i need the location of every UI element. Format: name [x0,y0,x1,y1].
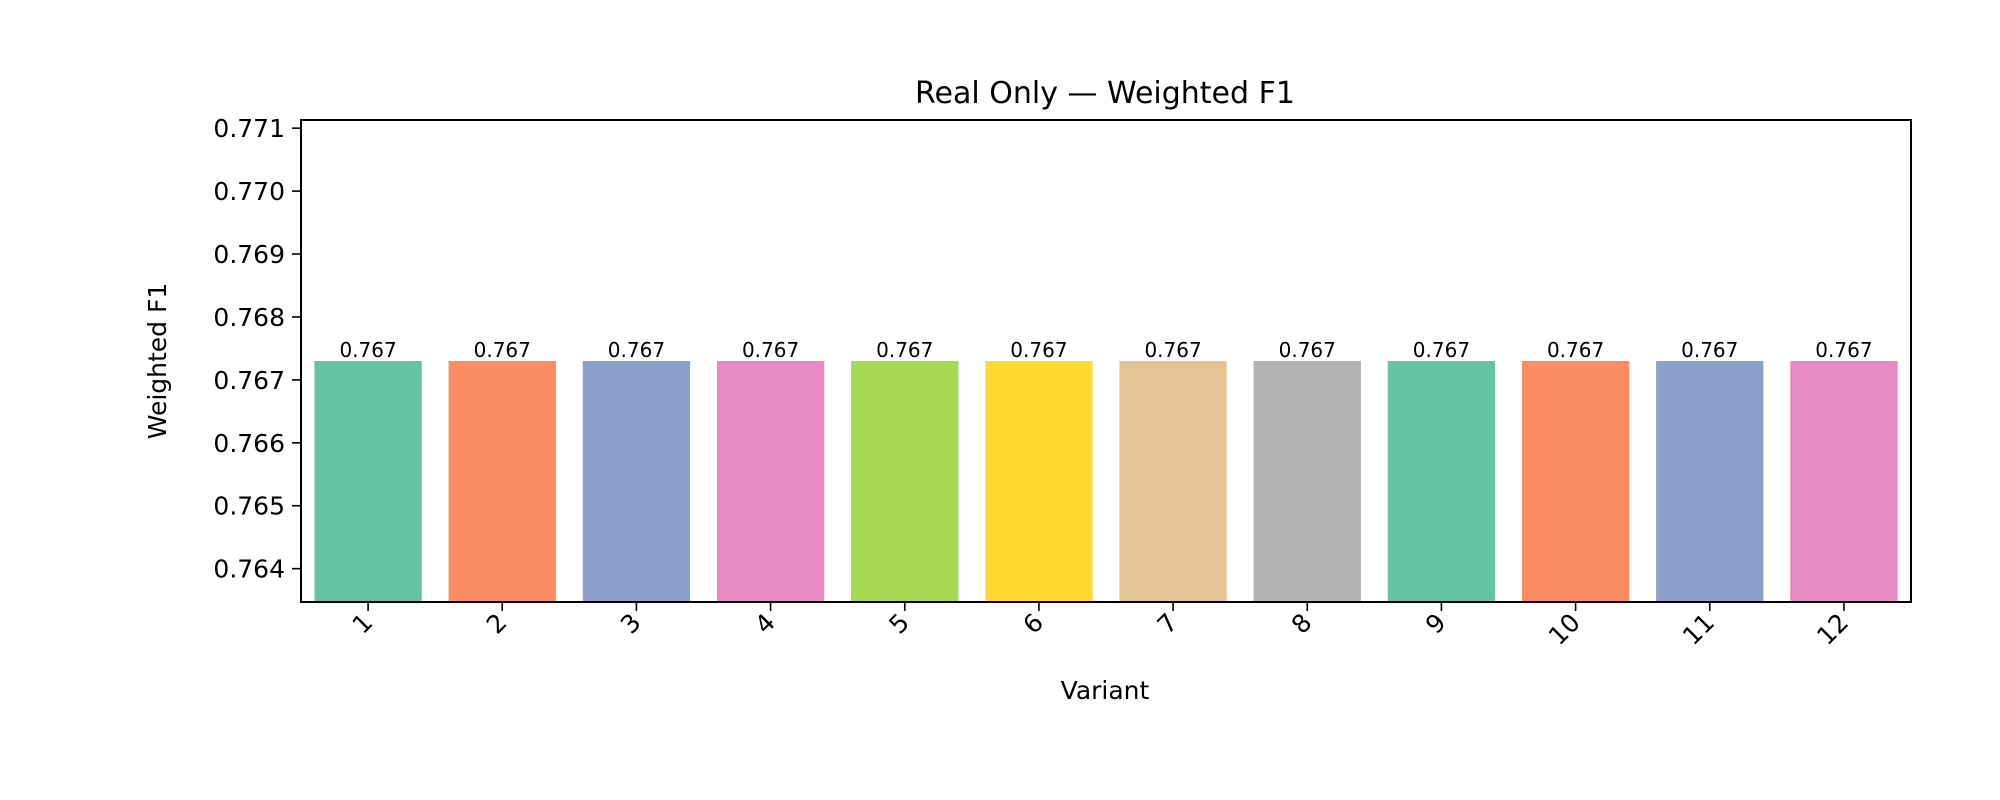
bar-value-label: 0.767 [608,338,665,362]
y-tick-label: 0.771 [213,114,285,143]
plot-area-frame [300,119,1912,603]
bar-3 [582,361,691,602]
bar-9 [1387,361,1496,602]
chart-title: Real Only — Weighted F1 [915,76,1295,111]
bar-5 [851,361,959,602]
bar-value-label: 0.767 [1010,338,1067,362]
x-tick-label: 8 [1286,608,1318,640]
y-tick-label: 0.765 [213,492,285,521]
x-axis: 1 2 3 4 5 6 7 8 9 10 11 12 [347,602,1854,651]
bar-value-label: 0.767 [876,338,933,362]
y-tick-label: 0.766 [213,429,285,458]
x-tick-label: 10 [1543,608,1586,651]
x-tick-label: 6 [1017,608,1049,640]
bar-10 [1521,361,1630,602]
bar-value-label: 0.767 [1279,338,1336,362]
x-tick-label: 4 [749,608,781,640]
x-tick-label: 3 [615,608,647,640]
bar-labels-group: 0.767 0.767 0.767 0.767 0.767 0.767 0.767 0.767… [339,338,1872,362]
y-tick-label: 0.769 [213,240,285,269]
bar-value-label: 0.767 [1547,338,1604,362]
bar-4 [716,361,825,602]
bar-11 [1656,361,1764,602]
bar-1 [314,361,422,602]
y-tick-label: 0.764 [213,555,285,584]
bar-value-label: 0.767 [1681,338,1738,362]
bar-2 [448,361,556,602]
bars-group [314,361,1898,602]
x-tick-label: 2 [481,608,513,640]
x-tick-label: 9 [1420,608,1452,640]
x-axis-title: Variant [1061,676,1150,705]
y-tick-label: 0.768 [213,303,285,332]
x-tick-label: 11 [1677,608,1720,651]
bar-8 [1253,361,1361,602]
bar-7 [1119,361,1227,602]
y-axis: 0.764 0.765 0.766 0.767 0.768 0.769 0.770 0.771 [213,114,301,584]
y-tick-label: 0.770 [213,177,285,206]
x-tick-label: 1 [347,608,379,640]
bar-value-label: 0.767 [1413,338,1470,362]
x-tick-label: 7 [1152,608,1184,640]
bar-12 [1790,361,1898,602]
bar-value-label: 0.767 [742,338,799,362]
x-tick-label: 5 [883,608,915,640]
bar-value-label: 0.767 [339,338,396,362]
bar-value-label: 0.767 [1815,338,1872,362]
y-tick-label: 0.767 [213,366,285,395]
bar-6 [985,361,1093,602]
bar-value-label: 0.767 [1144,338,1201,362]
y-axis-title: Weighted F1 [143,283,172,440]
x-tick-label: 12 [1811,608,1854,651]
bar-value-label: 0.767 [474,338,531,362]
